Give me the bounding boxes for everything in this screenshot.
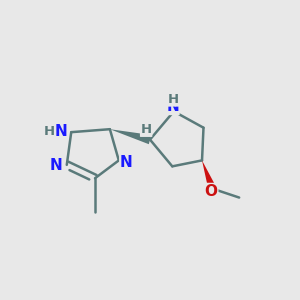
Text: H: H (167, 93, 178, 106)
Text: H: H (167, 93, 178, 106)
Text: N: N (55, 124, 67, 139)
Text: N: N (166, 99, 179, 114)
Text: N: N (120, 155, 133, 170)
Text: H: H (44, 125, 55, 138)
Text: N: N (166, 99, 179, 114)
Polygon shape (202, 160, 216, 190)
Text: O: O (205, 184, 218, 199)
Text: N: N (50, 158, 63, 173)
Polygon shape (110, 129, 151, 144)
Text: H: H (141, 123, 152, 136)
Text: N: N (55, 124, 67, 139)
Text: N: N (50, 158, 63, 173)
Text: H: H (141, 123, 152, 136)
Text: N: N (120, 155, 133, 170)
Text: O: O (205, 184, 218, 199)
Text: H: H (44, 125, 55, 138)
